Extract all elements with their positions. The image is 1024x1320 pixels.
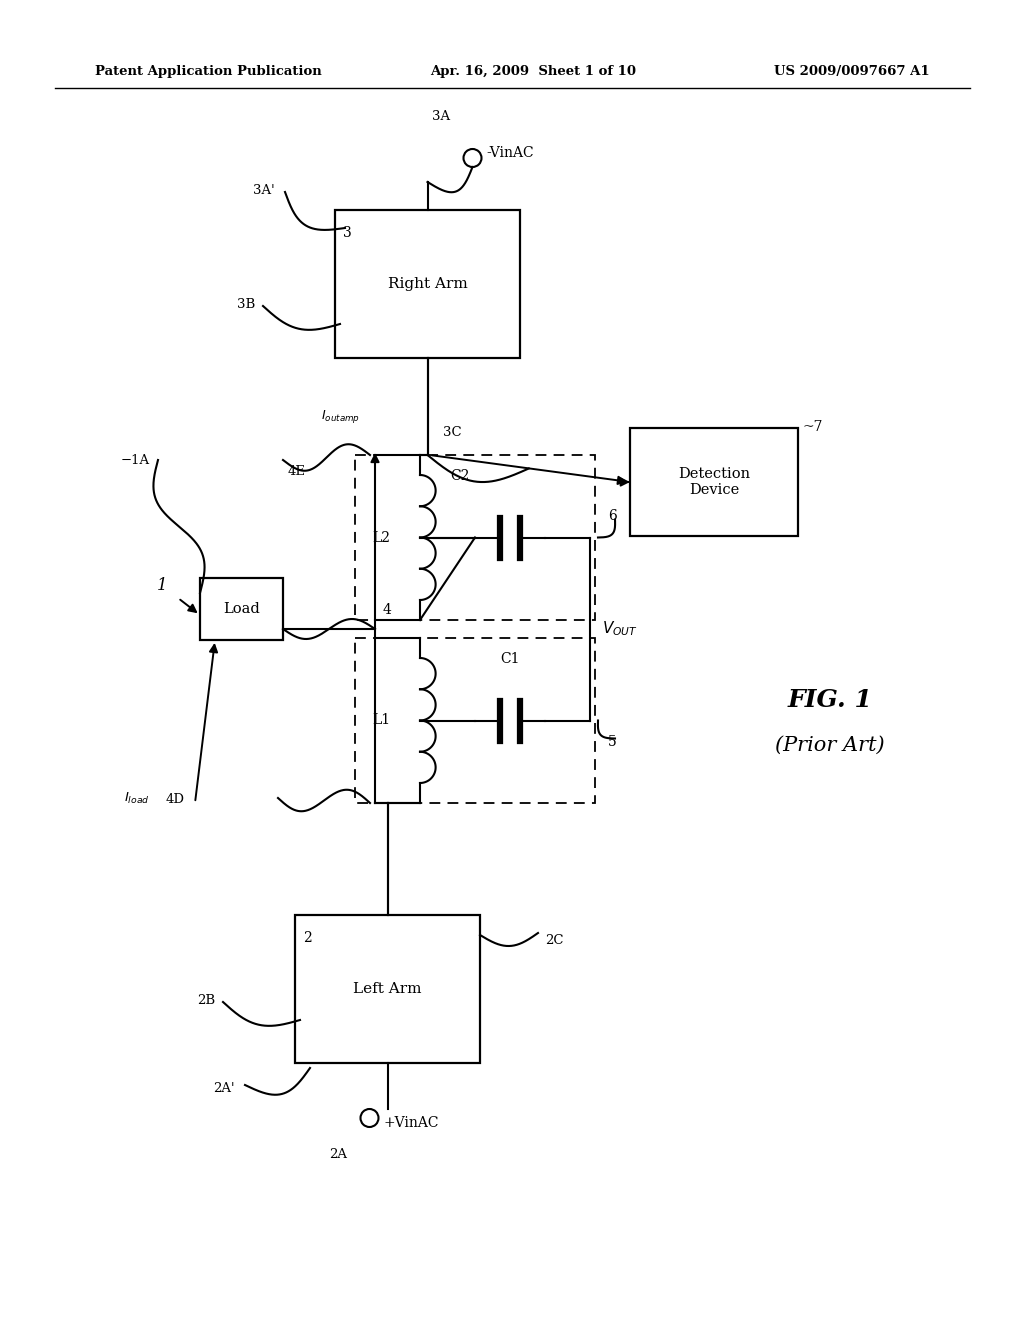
Text: 4: 4 bbox=[383, 603, 392, 616]
Bar bbox=[295, 915, 480, 1063]
Bar bbox=[335, 210, 520, 358]
Bar bbox=[630, 428, 798, 536]
Text: 3: 3 bbox=[343, 226, 352, 240]
Text: 4E: 4E bbox=[288, 465, 306, 478]
Text: -VinAC: -VinAC bbox=[486, 147, 535, 160]
Text: $I_{load}$: $I_{load}$ bbox=[124, 791, 150, 805]
Text: (Prior Art): (Prior Art) bbox=[775, 735, 885, 755]
Text: C1: C1 bbox=[500, 652, 519, 667]
Text: $V_{OUT}$: $V_{OUT}$ bbox=[602, 619, 638, 639]
Text: 2: 2 bbox=[303, 931, 311, 945]
Text: 6: 6 bbox=[608, 508, 616, 523]
Text: FIG. 1: FIG. 1 bbox=[787, 688, 872, 711]
Text: Apr. 16, 2009  Sheet 1 of 10: Apr. 16, 2009 Sheet 1 of 10 bbox=[430, 66, 636, 78]
Text: Load: Load bbox=[223, 602, 260, 616]
Text: ~7: ~7 bbox=[803, 420, 823, 434]
Text: 3C: 3C bbox=[442, 426, 461, 440]
Text: 2A: 2A bbox=[330, 1148, 347, 1162]
Text: 4D: 4D bbox=[166, 793, 185, 807]
Text: −1A: −1A bbox=[121, 454, 150, 466]
Bar bbox=[355, 455, 595, 620]
Text: 3B: 3B bbox=[237, 297, 255, 310]
Text: Detection
Device: Detection Device bbox=[678, 467, 750, 498]
Text: L2: L2 bbox=[372, 531, 390, 544]
Text: C2: C2 bbox=[451, 469, 470, 483]
Bar bbox=[200, 578, 283, 640]
Bar bbox=[355, 638, 595, 803]
Text: 3A': 3A' bbox=[253, 183, 275, 197]
Text: 3A: 3A bbox=[432, 110, 451, 123]
Text: +VinAC: +VinAC bbox=[384, 1115, 439, 1130]
Text: L1: L1 bbox=[372, 714, 390, 727]
Text: $I_{outamp}$: $I_{outamp}$ bbox=[321, 408, 360, 425]
Text: Right Arm: Right Arm bbox=[388, 277, 467, 290]
Text: 2C: 2C bbox=[545, 933, 563, 946]
Text: 5: 5 bbox=[608, 735, 616, 750]
Text: Patent Application Publication: Patent Application Publication bbox=[95, 66, 322, 78]
Text: 2A': 2A' bbox=[213, 1081, 234, 1094]
Text: Left Arm: Left Arm bbox=[353, 982, 422, 997]
Text: 2B: 2B bbox=[197, 994, 215, 1006]
Text: US 2009/0097667 A1: US 2009/0097667 A1 bbox=[774, 66, 930, 78]
Text: 1: 1 bbox=[157, 577, 167, 594]
